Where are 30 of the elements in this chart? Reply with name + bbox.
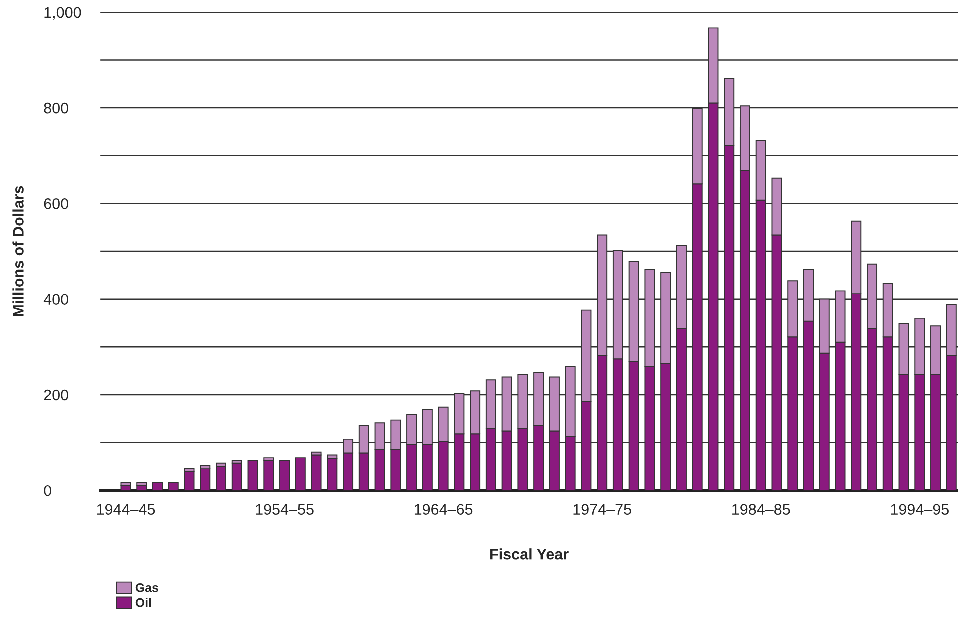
- bar: [295, 458, 306, 491]
- y-tick-label: 800: [44, 102, 68, 114]
- bar: [280, 460, 290, 491]
- bar: [152, 482, 163, 491]
- bar: [136, 482, 148, 486]
- legend-label: Oil: [136, 598, 152, 608]
- y-tick-label: 1,000: [44, 7, 82, 20]
- bar: [200, 468, 211, 491]
- y-axis-title: Millions of Dollars: [12, 186, 24, 316]
- x-tick-label: 1964–65: [414, 504, 473, 516]
- bar: [264, 460, 274, 491]
- x-axis-title: Fiscal Year: [490, 548, 569, 560]
- y-tick-label: 0: [44, 485, 52, 496]
- legend-label: Gas: [136, 583, 158, 592]
- bar: [120, 482, 132, 486]
- bar: [216, 466, 227, 491]
- y-tick-label: 400: [44, 294, 68, 306]
- y-tick-label: 600: [44, 198, 68, 210]
- x-tick-label: 1974–75: [574, 504, 632, 516]
- x-tick-label: 1944–45: [97, 504, 156, 516]
- bar: [232, 462, 242, 491]
- bar: [327, 458, 338, 491]
- bar: [248, 460, 258, 491]
- bar: [168, 482, 179, 491]
- bar: [311, 454, 322, 491]
- x-tick-label: 1994–95: [891, 504, 949, 516]
- x-tick-label: 1984–85: [732, 504, 790, 516]
- x-tick-label: 1954–55: [256, 504, 314, 516]
- y-tick-label: 200: [44, 390, 68, 401]
- bar: [184, 470, 195, 491]
